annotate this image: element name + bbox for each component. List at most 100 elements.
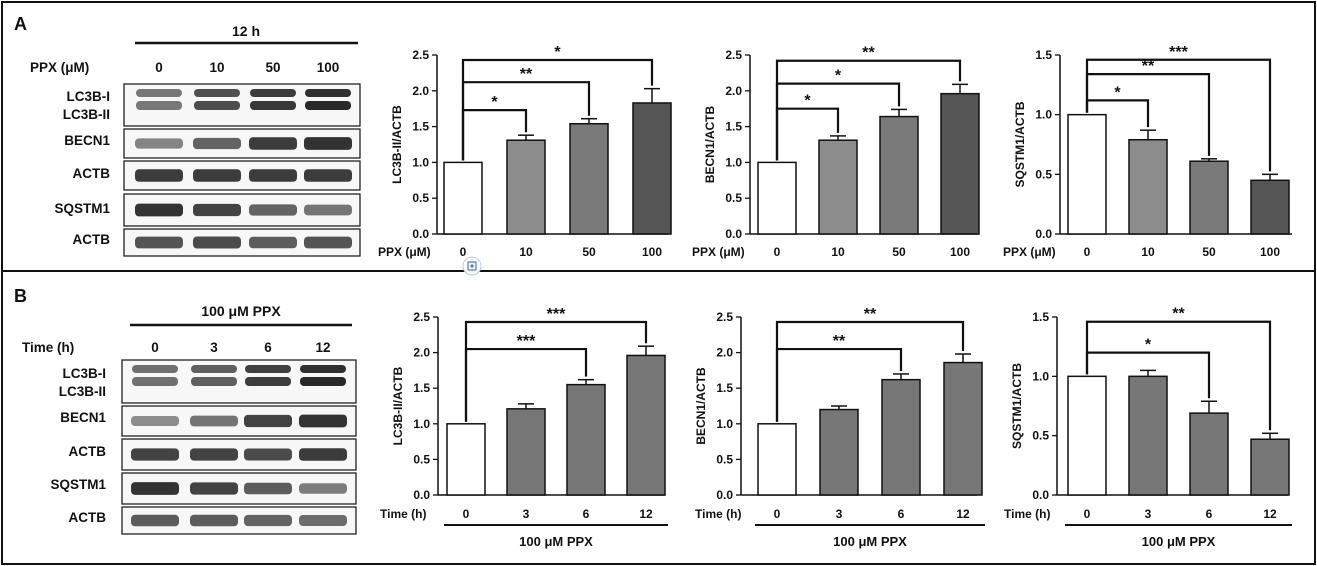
y-tick-label: 2.0: [412, 84, 429, 98]
x-tick-label: 100: [1260, 245, 1280, 259]
chart-4: 0.0 0.5 1.0 1.5 2.0 2.5 LC3B-II/ACTB 0 3 6 12 Time …: [380, 306, 668, 549]
x-tick-label: 3: [1145, 507, 1152, 521]
bar: [443, 161, 483, 235]
blot-b-lane-3: 12: [315, 340, 330, 355]
y-tick-label: 2.5: [725, 48, 742, 62]
bar: [881, 378, 921, 496]
bar: [626, 354, 666, 496]
y-tick-label: 1.5: [725, 120, 742, 134]
blot-band: [135, 203, 183, 217]
bar: [632, 102, 672, 235]
blot-band: [245, 377, 291, 386]
y-tick-label: 1.5: [1032, 310, 1049, 324]
blot-band: [132, 377, 178, 386]
y-tick-label: 2.5: [412, 48, 429, 62]
y-tick-label: 1.0: [413, 417, 430, 431]
x-tick-label: 0: [460, 245, 467, 259]
y-tick-label: 1.0: [716, 417, 733, 431]
bar: [819, 408, 859, 496]
condition-bracket-label: 100 μM PPX: [519, 534, 593, 549]
x-tick-label: 100: [642, 245, 662, 259]
y-tick-label: 0.0: [413, 488, 430, 502]
x-tick-label: 100: [950, 245, 970, 259]
y-tick-label: 0.5: [716, 452, 733, 466]
x-tick-label: 0: [774, 245, 781, 259]
y-axis-label: SQSTM1/ACTB: [1013, 101, 1027, 187]
significance-bracket: [1085, 320, 1272, 431]
y-tick-label: 2.0: [725, 84, 742, 98]
bar: [506, 139, 546, 235]
blot-band: [136, 101, 182, 110]
blot-band: [299, 448, 347, 461]
y-tick-label: 0.5: [1035, 167, 1052, 181]
y-axis-label: BECN1/ACTB: [703, 106, 717, 184]
blot-a-label-becn1: BECN1: [64, 133, 110, 148]
blot-b-row-title: Time (h): [22, 340, 74, 355]
x-tick-label: 0: [463, 507, 470, 521]
y-tick-label: 1.5: [413, 381, 430, 395]
blot-band: [131, 448, 179, 461]
x-tick-label: 6: [1206, 507, 1213, 521]
y-tick-label: 0.5: [413, 452, 430, 466]
blot-band: [305, 101, 351, 110]
condition-bracket-label: 100 μM PPX: [1142, 534, 1216, 549]
y-tick-label: 0.0: [725, 227, 742, 241]
blot-a-lane-2: 50: [265, 60, 280, 75]
blot-band: [131, 514, 179, 527]
bar: [818, 139, 858, 235]
blot-band: [190, 448, 238, 461]
y-tick-label: 2.5: [716, 310, 733, 324]
significance-stars: **: [833, 333, 846, 350]
blot-a-lane-3: 100: [317, 60, 340, 75]
chart-5: 0.0 0.5 1.0 1.5 2.0 2.5 BECN1/ACTB 0 3 6 12 Time (h…: [694, 306, 985, 549]
blot-band: [305, 89, 351, 97]
y-tick-label: 0.5: [725, 191, 742, 205]
y-tick-label: 1.0: [412, 155, 429, 169]
y-axis-label: LC3B-II/ACTB: [391, 366, 405, 445]
blot-band: [244, 448, 292, 461]
x-axis-prefix: PPX (μM): [692, 245, 745, 259]
significance-bracket: [775, 320, 965, 422]
x-tick-label: 10: [519, 245, 533, 259]
blot-band: [190, 415, 238, 427]
blot-band: [131, 482, 179, 495]
blot-a-row-title: PPX (μM): [30, 60, 89, 75]
blot-band: [190, 514, 238, 527]
blot-band: [304, 236, 352, 249]
blot-b-lane-2: 6: [264, 340, 272, 355]
blot-a-label-actb-1: ACTB: [73, 166, 111, 181]
y-tick-label: 0.0: [1035, 227, 1052, 241]
blot-band: [299, 414, 347, 428]
x-tick-label: 3: [836, 507, 843, 521]
significance-stars: *: [835, 68, 842, 85]
blot-b-label-actb-2: ACTB: [69, 510, 107, 525]
blot-band: [135, 236, 183, 249]
chart-1: 0.0 0.5 1.0 1.5 2.0 2.5 LC3B-II/ACTB 0 10 50 100 PP…: [378, 44, 672, 259]
x-tick-label: 50: [892, 245, 906, 259]
blot-band: [190, 482, 238, 495]
significance-stars: ***: [517, 333, 536, 350]
scan-icon: [462, 256, 482, 276]
blot-a-strips: [123, 83, 361, 257]
blot-b-label-lc3b-ii: LC3B-II: [59, 384, 106, 399]
x-tick-label: 12: [956, 507, 970, 521]
y-tick-label: 1.0: [1032, 369, 1049, 383]
bar: [569, 122, 609, 235]
x-tick-label: 6: [583, 507, 590, 521]
bar: [943, 361, 983, 496]
significance-stars: **: [1172, 306, 1185, 323]
x-axis-prefix: Time (h): [380, 507, 426, 521]
y-tick-label: 1.5: [1035, 48, 1052, 62]
blot-band: [249, 137, 297, 150]
significance-stars: ***: [1169, 44, 1188, 61]
blot-b-label-becn1: BECN1: [60, 410, 106, 425]
bar: [940, 92, 980, 235]
x-tick-label: 10: [831, 245, 845, 259]
significance-stars: **: [1142, 58, 1155, 75]
significance-bracket: [464, 320, 648, 422]
blot-b-lane-1: 3: [210, 340, 218, 355]
blot-band: [249, 204, 297, 216]
x-tick-label: 50: [1202, 245, 1216, 259]
x-tick-label: 50: [582, 245, 596, 259]
